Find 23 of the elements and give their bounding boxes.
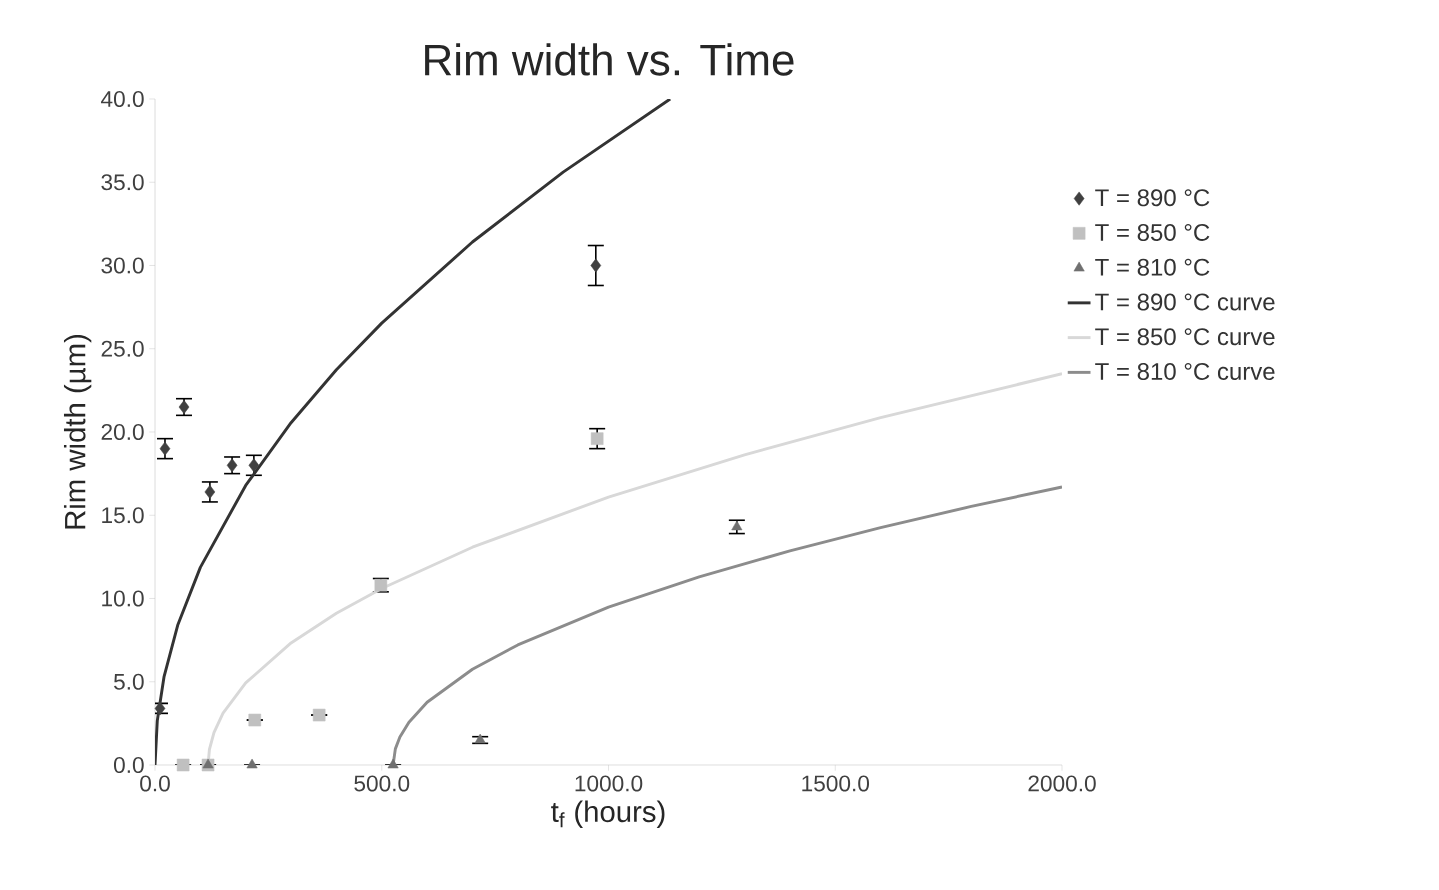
y-tick-label: 10.0	[102, 590, 144, 607]
legend-label: T = 850 °C curve	[1095, 328, 1275, 346]
legend-label: T = 890 °C curve	[1095, 293, 1275, 311]
chart-title: Rim width vs. Time	[425, 43, 794, 76]
x-axis-title: t$_{f}$ (hours)	[551, 800, 665, 828]
y-tick-label: 40.0	[101, 90, 144, 108]
y-tick-label: 0.0	[113, 756, 144, 774]
x-tick-label: 1000.0	[575, 775, 643, 792]
y-tick-label: 5.0	[113, 673, 144, 690]
x-tick-label: 0.0	[140, 775, 170, 792]
y-tick-label: 15.0	[102, 507, 144, 524]
legend-label: T = 890 °C	[1095, 189, 1210, 207]
x-tick-label: 500.0	[354, 775, 410, 792]
y-axis-title: Rim width (µm)	[63, 334, 92, 529]
y-tick-label: 25.0	[101, 340, 144, 357]
legend-label: T = 810 °C	[1095, 258, 1210, 276]
legend-label: T = 810 °C curve	[1095, 362, 1275, 380]
y-tick-label: 20.0	[101, 423, 144, 441]
x-tick-label: 1500.0	[802, 775, 870, 792]
legend-label: T = 850 °C	[1095, 223, 1210, 241]
y-tick-label: 30.0	[101, 257, 144, 274]
x-tick-label: 2000.0	[1028, 775, 1096, 792]
y-tick-label: 35.0	[101, 174, 144, 191]
